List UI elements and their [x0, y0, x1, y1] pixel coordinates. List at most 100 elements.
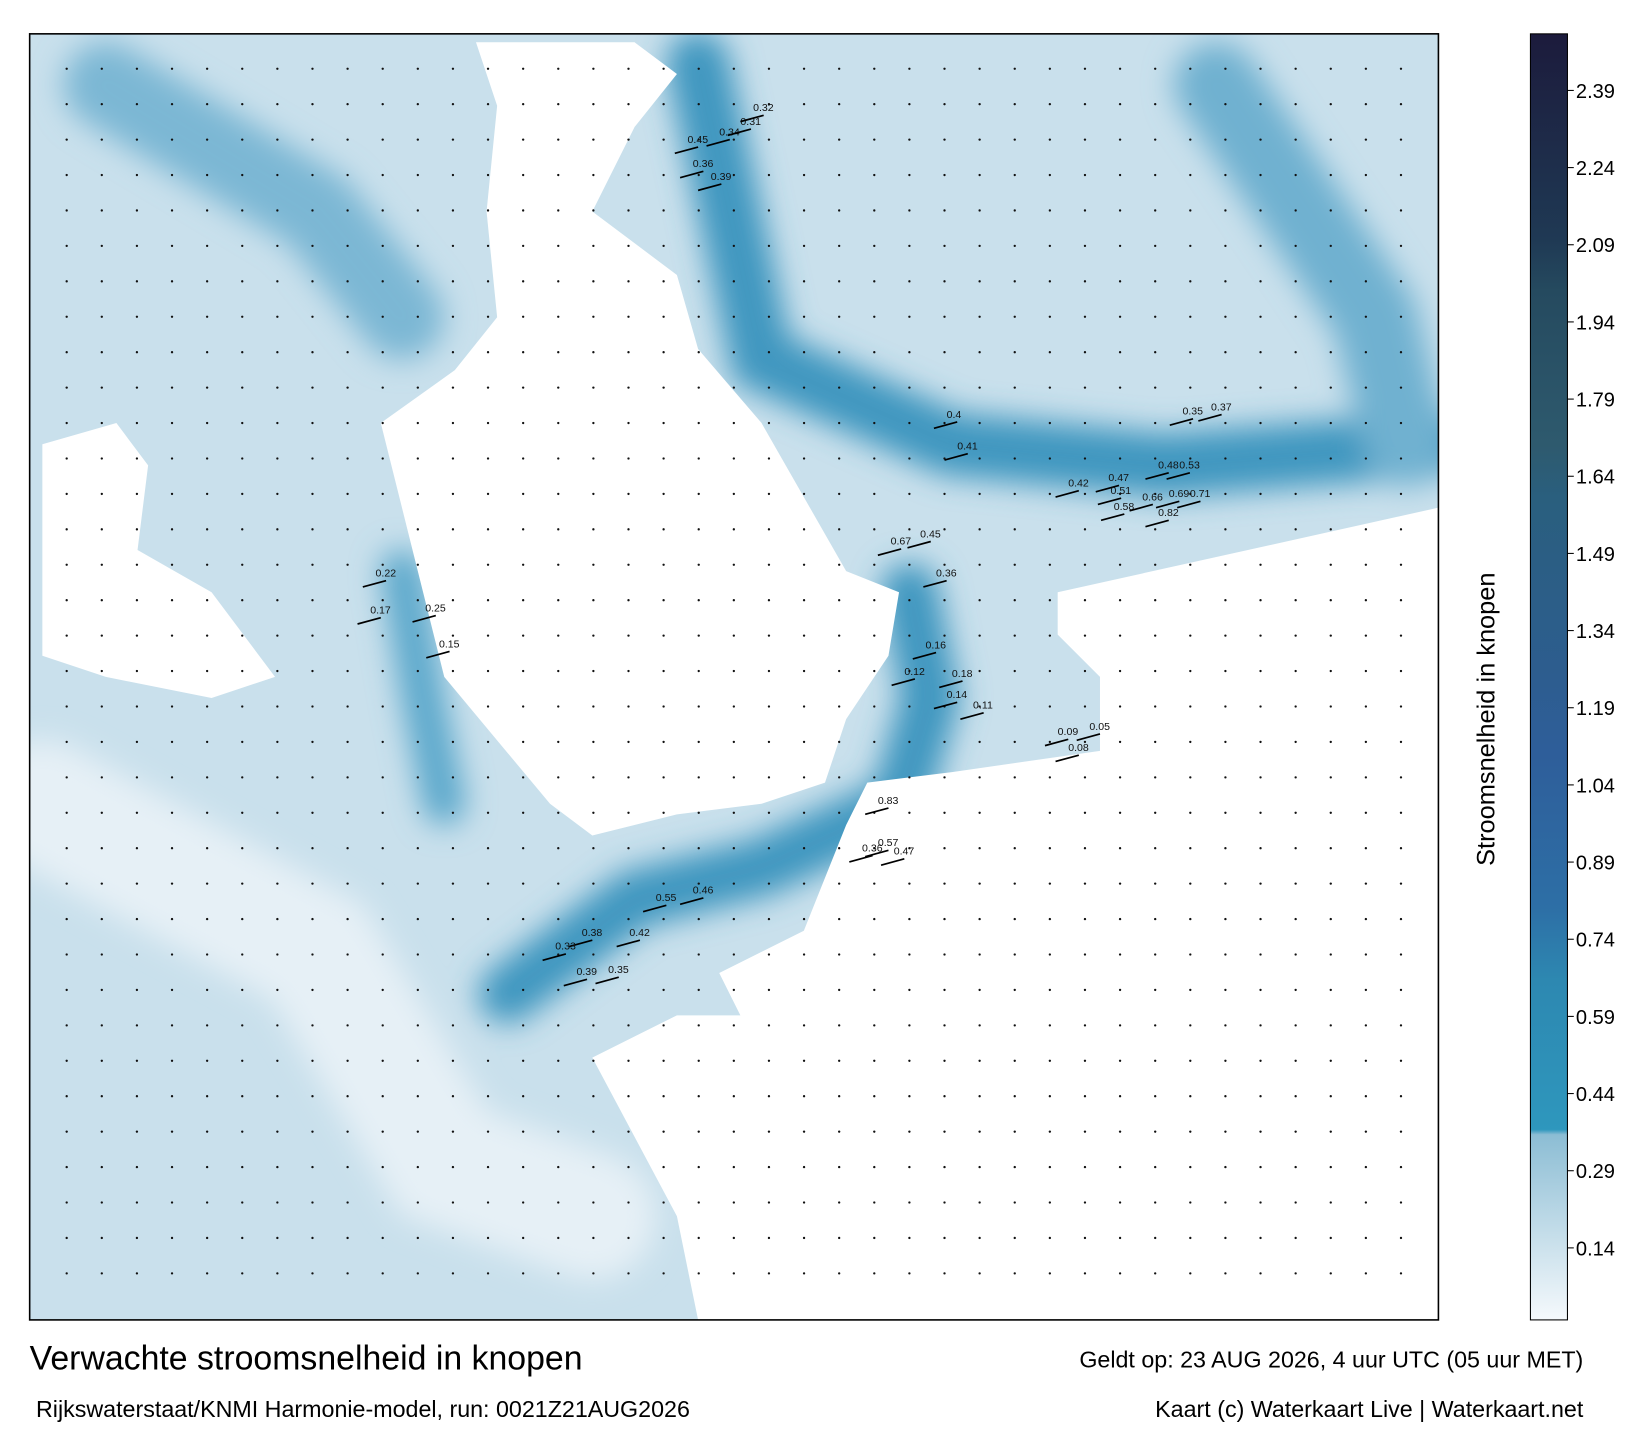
grid-dot [170, 492, 174, 496]
grid-dot [1294, 457, 1297, 460]
grid-dot [1189, 1059, 1192, 1062]
grid-dot [346, 103, 349, 106]
grid-dot [170, 1095, 174, 1098]
grid-dot [557, 386, 560, 389]
grid-dot [1118, 988, 1122, 992]
grid-dot [170, 457, 174, 460]
grid-dot [1013, 988, 1016, 992]
grid-dot [1224, 811, 1227, 814]
grid-dot [767, 705, 771, 708]
grid-dot [276, 1201, 279, 1204]
grid-dot [381, 386, 384, 389]
grid-dot [276, 811, 279, 814]
grid-dot [1189, 1095, 1192, 1098]
grid-dot [1189, 811, 1192, 814]
grid-dot [627, 811, 630, 814]
grid-dot [1189, 244, 1192, 248]
grid-dot [592, 776, 595, 779]
current-label: 0.16 [925, 639, 946, 651]
current-label: 0.53 [1179, 460, 1200, 472]
grid-dot [557, 67, 560, 70]
grid-dot [311, 244, 314, 248]
grid-dot [451, 421, 455, 425]
grid-dot [732, 740, 735, 744]
grid-dot [276, 421, 279, 425]
current-arrow [1100, 513, 1125, 522]
grid-dot [838, 315, 841, 318]
grid-dot [486, 953, 490, 956]
grid-dot [943, 882, 946, 885]
grid-dot [1013, 811, 1016, 814]
grid-dot [276, 315, 279, 318]
grid-dot [135, 1236, 139, 1240]
grid-dot [943, 776, 946, 779]
current-label: 0.42 [629, 927, 650, 939]
grid-dot [943, 67, 946, 70]
grid-dot [1224, 882, 1227, 885]
grid-dot [1364, 669, 1368, 673]
current-arrow [907, 540, 931, 549]
grid-dot [205, 1272, 209, 1275]
grid-dot [592, 705, 595, 708]
grid-dot [943, 917, 946, 921]
current-label: 0.39 [576, 966, 597, 978]
grid-dot [100, 1024, 103, 1027]
grid-dot [416, 1024, 419, 1027]
grid-dot [732, 1272, 735, 1275]
current-arrow [727, 128, 752, 137]
grid-dot [978, 386, 981, 389]
grid-dot [416, 138, 419, 141]
grid-dot [1083, 811, 1087, 814]
grid-dot [802, 669, 806, 673]
grid-dot [381, 811, 384, 814]
grid-dot [1154, 315, 1157, 318]
grid-dot [241, 882, 244, 885]
grid-dot [1259, 280, 1262, 283]
grid-dot [592, 1024, 595, 1027]
current-label: 0.22 [376, 567, 397, 579]
grid-dot [1329, 917, 1332, 921]
grid-dot [1189, 209, 1192, 212]
grid-dot [486, 599, 490, 602]
grid-dot [592, 244, 595, 248]
grid-dot [732, 1095, 735, 1098]
grid-dot [1154, 173, 1157, 177]
grid-dot [697, 1059, 700, 1062]
grid-dot [1364, 563, 1368, 566]
grid-dot [1399, 492, 1403, 496]
grid-dot [241, 599, 244, 602]
current-arrow [864, 849, 889, 858]
grid-dot [697, 988, 700, 992]
grid-dot [1364, 705, 1368, 708]
grid-dot [697, 315, 700, 318]
grid-dot [1189, 351, 1192, 354]
grid-dot [838, 1272, 841, 1275]
grid-dot [1259, 988, 1262, 992]
grid-dot [135, 1024, 139, 1027]
grid-dot [241, 1095, 244, 1098]
grid-dot [170, 1272, 174, 1275]
grid-dot [1013, 953, 1016, 956]
grid-dot [1189, 563, 1192, 566]
grid-dot [486, 173, 490, 177]
grid-dot [135, 386, 139, 389]
colorbar-tick-label: 0.29 [1576, 1161, 1615, 1183]
grid-dot [1224, 740, 1227, 744]
current-label: 0.69 [1169, 488, 1190, 500]
grid-dot [767, 1095, 771, 1098]
grid-dot [65, 811, 68, 814]
grid-dot [1364, 280, 1368, 283]
grid-dot [978, 351, 981, 354]
grid-dot [346, 1024, 349, 1027]
grid-dot [1364, 882, 1368, 885]
current-arrow [1169, 418, 1194, 426]
grid-dot [1399, 740, 1403, 744]
grid-dot [1399, 280, 1403, 283]
grid-dot [346, 563, 349, 566]
current-arrow [563, 978, 588, 987]
grid-dot [1399, 882, 1403, 885]
grid-dot [1364, 315, 1368, 318]
grid-dot [802, 386, 806, 389]
grid-dot [1259, 563, 1262, 566]
current-label: 0.11 [973, 700, 993, 712]
